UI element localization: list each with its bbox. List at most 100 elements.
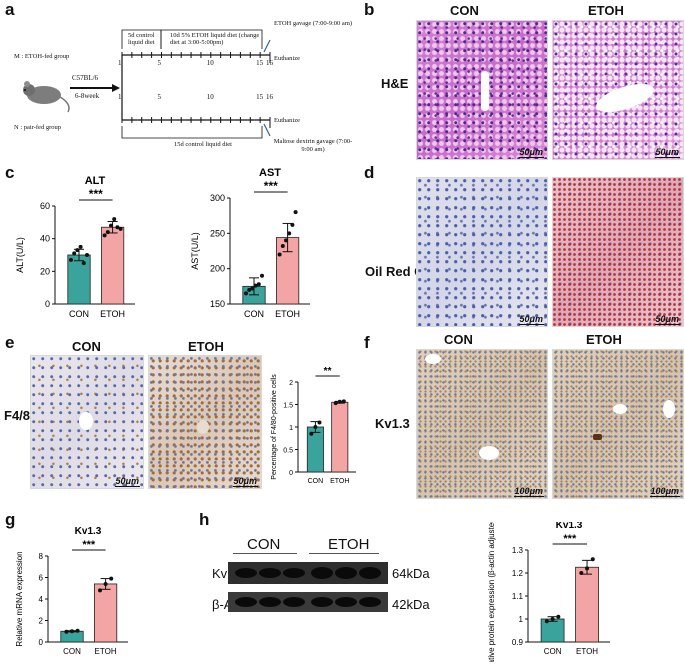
timeline-day-label: 15 <box>256 59 264 67</box>
x-tick-label: ETOH <box>576 647 598 656</box>
data-point <box>256 282 261 287</box>
positive-cell-marker <box>593 434 602 440</box>
y-tick-label: 4 <box>39 595 44 604</box>
data-point <box>64 629 69 634</box>
e-etoh-header: ETOH <box>188 339 224 354</box>
data-point <box>309 431 314 436</box>
actin-band <box>359 597 381 607</box>
wb-size-actin: 42kDa <box>392 597 430 612</box>
b-con-header: CON <box>450 3 479 18</box>
f-con-header: CON <box>444 332 473 347</box>
data-point <box>75 628 80 633</box>
group-m-label: M : ETOH-fed group <box>14 53 70 60</box>
y-tick-label: 250 <box>210 228 225 238</box>
y-tick-label: 8 <box>39 552 44 561</box>
data-point <box>293 210 298 215</box>
oil-red-con-micrograph: 50μm <box>416 177 548 327</box>
y-tick-label: 40 <box>40 234 50 244</box>
kv13-band <box>235 568 257 578</box>
y-tick-label: 200 <box>210 264 225 274</box>
data-point <box>109 576 114 581</box>
gavage-n-label: Maltose dextrin gavage (7:00-9:00 am) <box>273 138 353 153</box>
stage1-m-label: 5d control liquid diet <box>128 32 155 46</box>
he-etoh-micrograph: 50μm <box>552 20 684 160</box>
data-point <box>85 253 89 257</box>
data-point <box>590 557 595 562</box>
y-tick-label: 0 <box>289 470 293 477</box>
kv13-band <box>335 567 357 579</box>
scale-bar: 50μm <box>232 476 258 487</box>
y-tick-label: 1.3 <box>512 546 524 555</box>
gavage-m-label: ETOH gavage (7:00-9:00 am) <box>274 20 353 27</box>
y-tick-label: 0.9 <box>512 638 524 647</box>
data-point <box>277 252 282 257</box>
kv13-band <box>359 567 381 579</box>
data-point <box>290 222 295 227</box>
wb-con-bracket <box>233 553 297 554</box>
actin-band <box>259 597 281 607</box>
x-tick-label: CON <box>63 647 81 656</box>
data-point <box>102 233 107 238</box>
scale-bar: 50μm <box>654 314 680 325</box>
b-etoh-header: ETOH <box>588 3 624 18</box>
timeline-day-label: 5 <box>157 59 161 67</box>
data-point <box>115 225 120 230</box>
timeline-day-label: 16 <box>266 59 273 67</box>
y-tick-label: 1.1 <box>512 592 524 601</box>
wb-size-kv13: 64kDa <box>392 566 430 581</box>
y-tick-label: 1 <box>289 425 293 432</box>
chart-title: ALT <box>85 175 106 187</box>
data-point <box>72 251 77 256</box>
f480-etoh-micrograph: 50μm <box>148 355 262 489</box>
scale-bar: 50μm <box>114 476 140 487</box>
ast-chart: AST 150 200 250 300 AST(U/L) CON ETOH *** <box>190 168 310 319</box>
chart-title: Kv1.3 <box>556 522 583 531</box>
euthanize-m-label: Euthanize <box>274 55 300 62</box>
kv13-protein-chart: Kv1.3 0.9 1 1.1 1.2 1.3 Relative protein expre… <box>487 522 610 662</box>
timeline-day-label: 15 <box>256 93 264 101</box>
timeline-day-label: 10 <box>206 93 214 101</box>
y-tick-label: 1.2 <box>512 569 524 578</box>
e-row-label: F4/80 <box>4 408 38 423</box>
oil-red-etoh-micrograph: 50μm <box>552 177 684 327</box>
actin-band <box>283 597 305 607</box>
kv13-band <box>259 568 281 578</box>
data-point <box>550 617 555 621</box>
kv13-mrna-chart: Kv1.3 0 2 4 6 8 Relative mRNA expression CON ETO… <box>15 526 128 656</box>
f480-con-micrograph: 50μm <box>30 355 144 489</box>
panel-label-d: d <box>364 163 375 182</box>
timeline-day-label: 16 <box>266 93 273 101</box>
kv13-etoh-micrograph: 100μm <box>552 349 684 499</box>
scale-bar: 50μm <box>518 314 544 325</box>
timeline-day-label: 1 <box>118 93 122 101</box>
y-tick-label: 1.5 <box>283 403 293 410</box>
bar <box>67 254 91 305</box>
data-point <box>260 273 264 278</box>
scale-bar: 50μm <box>654 147 680 158</box>
d-row-label: Oil Red O <box>365 264 425 279</box>
y-tick-label: 2 <box>39 617 44 626</box>
panel-label-b: b <box>364 0 375 19</box>
data-point <box>118 226 123 231</box>
kv13-band <box>283 568 305 578</box>
data-point <box>253 283 258 288</box>
b-row-label: H&E <box>381 76 409 91</box>
data-point <box>284 238 288 243</box>
actin-band <box>311 597 333 607</box>
data-point <box>341 399 346 404</box>
alt-chart: ALT 0 20 40 60 ALT(U/L) CON ETOH *** <box>15 175 135 319</box>
bar <box>101 226 125 305</box>
data-point <box>78 244 83 249</box>
data-point <box>333 401 338 406</box>
data-point <box>313 425 318 429</box>
y-axis-label: AST(U/L) <box>190 232 200 270</box>
e-con-header: CON <box>72 339 101 354</box>
scale-bar: 100μm <box>513 486 544 497</box>
chart-title: AST <box>259 168 281 179</box>
timeline-schematic <box>23 29 271 139</box>
y-axis-label: Relative mRNA expression <box>15 551 24 646</box>
significance-label: *** <box>264 179 278 193</box>
kv13-con-micrograph: 100μm <box>416 349 548 499</box>
data-point <box>250 286 255 291</box>
y-tick-label: 0 <box>39 638 44 647</box>
